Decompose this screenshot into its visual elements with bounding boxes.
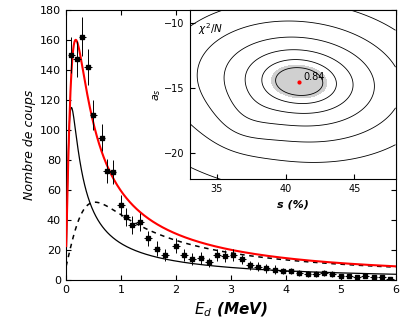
X-axis label: $E_d$ (MeV): $E_d$ (MeV) bbox=[194, 301, 268, 319]
Y-axis label: Nombre de coups: Nombre de coups bbox=[23, 90, 36, 200]
Text: 0.84: 0.84 bbox=[304, 71, 325, 82]
Text: $\chi^2/N$: $\chi^2/N$ bbox=[198, 22, 223, 37]
X-axis label: s (%): s (%) bbox=[276, 200, 309, 210]
Y-axis label: $a_s$: $a_s$ bbox=[151, 88, 163, 101]
